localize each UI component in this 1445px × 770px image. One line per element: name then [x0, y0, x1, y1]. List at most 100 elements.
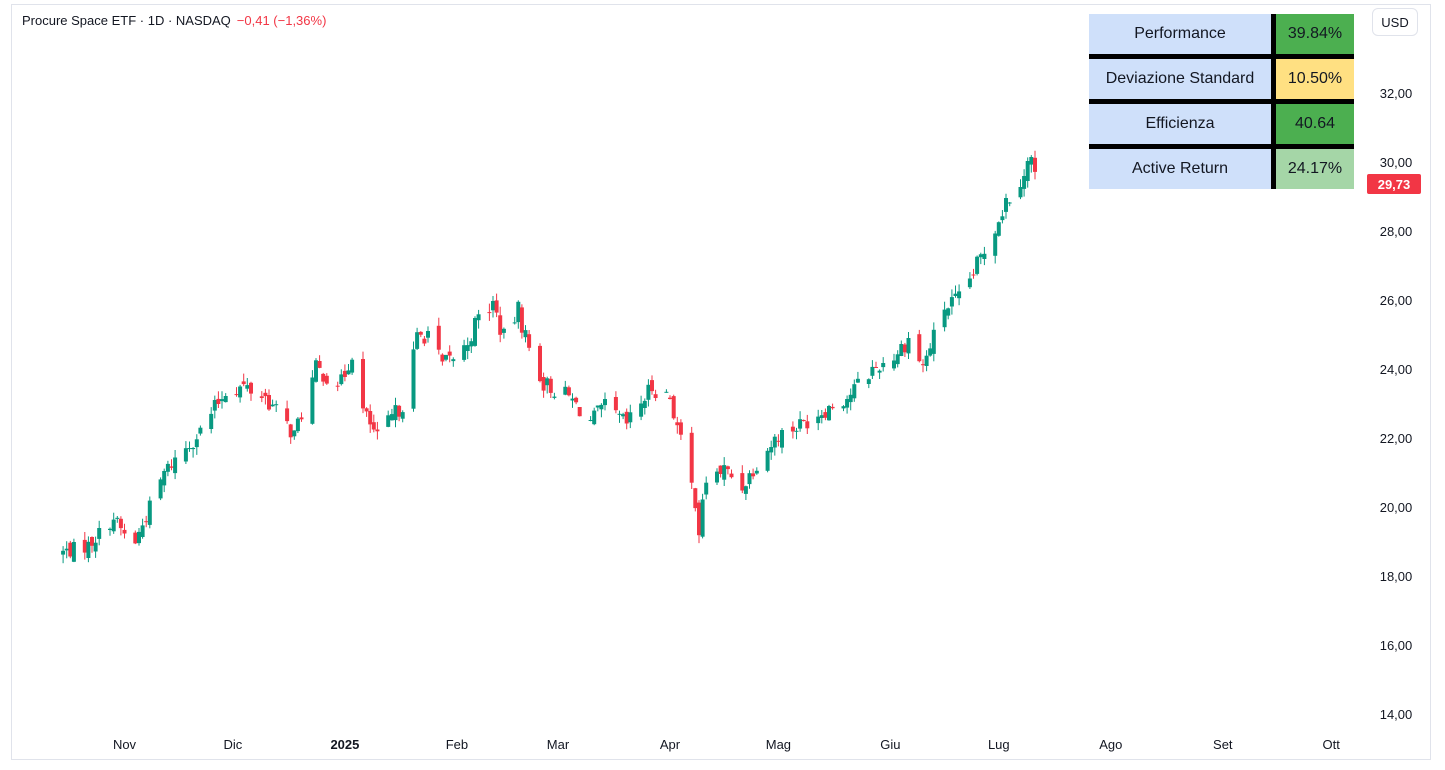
candle-body — [953, 293, 958, 296]
candle-body — [624, 411, 629, 424]
candle-body — [144, 521, 149, 523]
candle-body — [866, 379, 871, 384]
y-tick-label: 32,00 — [1380, 86, 1413, 101]
candle — [422, 336, 427, 347]
candle — [852, 379, 857, 402]
candle — [881, 357, 886, 372]
candle — [1018, 179, 1023, 200]
candle-body — [548, 378, 553, 393]
candle — [270, 399, 275, 407]
candle-body — [469, 341, 474, 347]
candle — [310, 370, 315, 425]
candle — [137, 528, 141, 546]
candle — [220, 391, 224, 409]
x-tick-label: Ott — [1323, 737, 1341, 752]
candle — [650, 375, 654, 395]
candle — [165, 460, 170, 477]
candle — [462, 339, 467, 362]
candle — [790, 421, 795, 439]
candle — [494, 293, 499, 318]
candle — [978, 252, 983, 265]
candle-body — [220, 399, 224, 402]
candle — [194, 434, 199, 455]
candle-body — [1033, 157, 1037, 172]
candle — [519, 304, 524, 339]
x-tick-label: Mar — [547, 737, 570, 752]
candle — [751, 468, 756, 480]
candle-body — [274, 404, 279, 406]
candle — [158, 477, 163, 501]
candle-body — [697, 502, 701, 536]
candle-body — [574, 397, 579, 403]
currency-button[interactable]: USD — [1372, 8, 1418, 36]
candle-body — [397, 405, 402, 417]
candle — [82, 532, 87, 560]
candle-body — [115, 517, 120, 519]
candle-body — [823, 412, 828, 418]
candle-body — [653, 394, 658, 398]
candle — [436, 317, 441, 355]
symbol-title[interactable]: Procure Space ETF · 1D · NASDAQ — [22, 13, 231, 28]
candle-body — [881, 363, 886, 368]
candle — [245, 378, 250, 392]
candle — [621, 412, 626, 420]
candle-body — [895, 354, 900, 365]
candle — [346, 364, 351, 375]
candle-body — [845, 399, 850, 408]
candle-body — [169, 466, 174, 468]
candle-body — [693, 488, 698, 509]
candle-body — [722, 465, 727, 480]
candle-body — [494, 300, 499, 313]
candle — [967, 272, 972, 289]
y-tick-label: 22,00 — [1380, 431, 1413, 446]
candle — [563, 380, 568, 396]
candle — [545, 376, 550, 394]
candle-body — [902, 344, 907, 353]
candle — [928, 343, 933, 357]
candle — [541, 372, 546, 398]
candle — [704, 476, 709, 500]
candle-body — [541, 377, 546, 391]
candle-body — [191, 448, 196, 450]
candle — [314, 358, 318, 383]
candle — [274, 400, 279, 412]
candle-body — [299, 417, 304, 420]
y-tick-label: 20,00 — [1380, 500, 1413, 515]
candle-body — [830, 406, 835, 409]
candle — [238, 384, 243, 403]
candle-body — [187, 448, 192, 450]
candle — [212, 395, 217, 419]
candle-body — [689, 432, 694, 483]
candle — [71, 538, 76, 563]
candle — [400, 410, 405, 423]
candle-body — [967, 278, 972, 288]
candles-layer — [61, 150, 1037, 564]
candle — [288, 423, 293, 444]
x-tick-label: Feb — [446, 737, 468, 752]
candle-body — [267, 395, 271, 410]
candle — [1004, 193, 1008, 219]
candle-body — [957, 291, 962, 299]
candle — [603, 392, 607, 411]
candle-body — [566, 387, 571, 396]
candle — [364, 407, 369, 417]
x-tick-label: Apr — [660, 737, 681, 752]
candle-body — [552, 396, 557, 398]
candle-body — [487, 312, 492, 314]
candle-body — [212, 400, 217, 411]
y-tick-label: 16,00 — [1380, 638, 1413, 653]
stats-table: Performance 39.84% Deviazione Standard 1… — [1089, 14, 1354, 189]
candle-body — [310, 377, 315, 424]
candle — [993, 230, 998, 264]
candle-body — [874, 367, 878, 368]
candle — [823, 408, 828, 421]
candle — [848, 388, 853, 411]
candle-body — [982, 253, 987, 259]
candle — [902, 342, 907, 357]
candle-body — [411, 349, 416, 409]
x-tick-label: Dic — [224, 737, 243, 752]
candle — [169, 459, 174, 471]
candle-body — [577, 407, 582, 417]
candle-body — [646, 384, 651, 400]
candle-body — [765, 450, 770, 471]
